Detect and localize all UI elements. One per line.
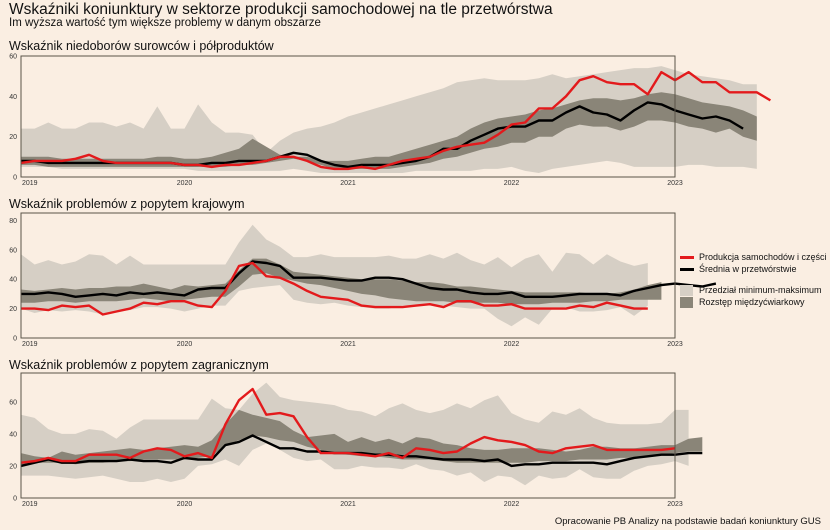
y-tick-label: 0 xyxy=(13,175,17,182)
x-tick-label: 2019 xyxy=(22,180,38,187)
y-tick-label: 60 xyxy=(9,399,17,406)
legend: Produkcja samochodów i części Średnia w … xyxy=(680,251,827,308)
legend-label-minmax: Przedział minimum-maksimum xyxy=(699,285,822,295)
y-tick-label: 80 xyxy=(9,218,17,225)
source-note: Opracowanie PB Analizy na podstawie bada… xyxy=(554,516,821,527)
legend-swatch-mean xyxy=(680,267,694,271)
panel-2: Wskaźnik problemów z popytem krajowym 0 20… xyxy=(9,197,717,348)
y-tick-label: 20 xyxy=(9,463,17,470)
x-tick-label: 2020 xyxy=(177,501,193,508)
x-tick-label: 2022 xyxy=(504,501,520,508)
y-tick-label: 0 xyxy=(13,496,17,503)
x-tick-label: 2020 xyxy=(177,180,193,187)
y-tick-label: 0 xyxy=(13,336,17,343)
y-tick-label: 20 xyxy=(9,134,17,141)
iqr-band xyxy=(21,92,757,169)
x-tick-label: 2023 xyxy=(667,341,683,348)
panel-1: Wskaźnik niedoborów surowców i półproduk… xyxy=(9,39,772,187)
legend-swatch-minmax xyxy=(680,284,693,296)
mean-line xyxy=(20,434,703,468)
iqr-band xyxy=(21,409,703,466)
x-tick-label: 2022 xyxy=(504,341,520,348)
mean-line xyxy=(21,260,717,298)
x-tick-label: 2022 xyxy=(504,180,520,187)
chart-title: Wskaźniki koniunktury w sektorze produkc… xyxy=(9,1,553,18)
y-tick-label: 60 xyxy=(9,247,17,254)
x-tick-label: 2020 xyxy=(177,341,193,348)
plot-frame xyxy=(20,212,676,339)
x-tick-label: 2021 xyxy=(340,341,356,348)
legend-label-auto: Produkcja samochodów i części xyxy=(699,252,827,262)
plot-frame xyxy=(20,372,676,499)
minmax-band xyxy=(21,382,689,486)
x-tick-label: 2019 xyxy=(22,341,38,348)
legend-item-iqr: Rozstęp międzyćwiarkowy xyxy=(680,296,827,308)
y-tick-label: 40 xyxy=(9,94,17,101)
panel-3: Wskaźnik problemów z popytem zagraniczny… xyxy=(9,358,703,508)
minmax-band xyxy=(21,66,757,173)
legend-swatch-iqr xyxy=(680,296,693,308)
x-tick-label: 2023 xyxy=(667,501,683,508)
auto-production-line xyxy=(20,70,772,171)
auto-production-line xyxy=(21,261,648,316)
panel-title: Wskaźnik problemów z popytem krajowym xyxy=(9,197,245,211)
x-tick-label: 2023 xyxy=(667,180,683,187)
x-tick-label: 2021 xyxy=(340,180,356,187)
legend-swatch-auto xyxy=(680,255,694,259)
x-tick-label: 2019 xyxy=(22,501,38,508)
y-tick-label: 60 xyxy=(9,54,17,61)
panel-title: Wskaźnik niedoborów surowców i półproduk… xyxy=(9,39,275,53)
legend-label-iqr: Rozstęp międzyćwiarkowy xyxy=(699,297,805,307)
y-tick-label: 40 xyxy=(9,431,17,438)
legend-item-mean: Średnia w przetwórstwie xyxy=(680,263,827,275)
plot-frame xyxy=(20,55,676,178)
panel-title: Wskaźnik problemów z popytem zagraniczny… xyxy=(9,358,269,372)
legend-label-mean: Średnia w przetwórstwie xyxy=(699,264,797,274)
chart-subtitle: Im wyższa wartość tym większe problemy w… xyxy=(9,17,321,29)
y-tick-label: 20 xyxy=(9,306,17,313)
legend-item-minmax: Przedział minimum-maksimum xyxy=(680,284,827,296)
legend-item-auto: Produkcja samochodów i części xyxy=(680,251,827,263)
y-tick-label: 40 xyxy=(9,277,17,284)
x-tick-label: 2021 xyxy=(340,501,356,508)
auto-production-line xyxy=(20,387,676,464)
